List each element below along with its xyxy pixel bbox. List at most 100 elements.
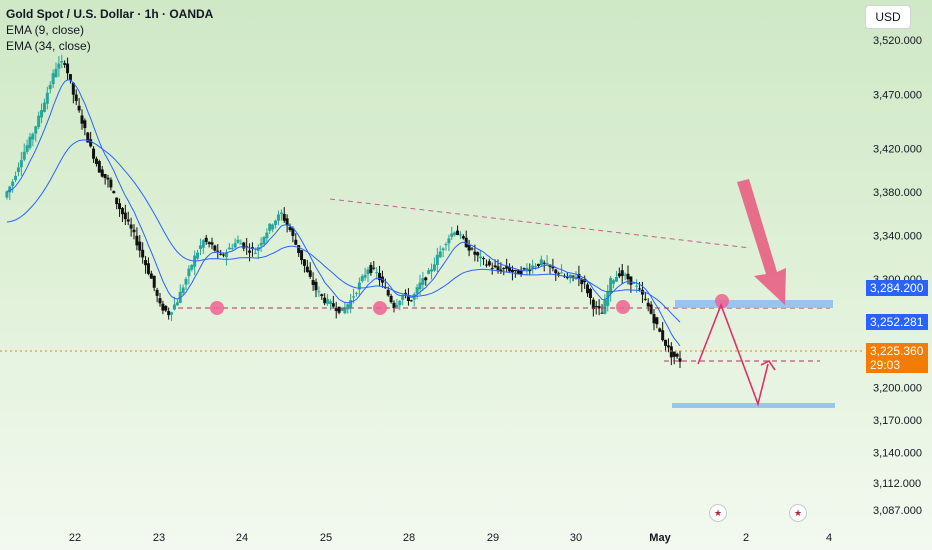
y-tick-label: 3,140.000 — [873, 447, 922, 459]
candle-body — [106, 177, 110, 180]
candle-body — [308, 270, 312, 277]
candle-body — [441, 248, 445, 251]
candle-body — [510, 269, 514, 273]
candle-body — [669, 346, 673, 358]
candle-body — [285, 218, 289, 225]
ema34-legend[interactable]: EMA (34, close) — [6, 39, 91, 53]
candle-body — [542, 262, 546, 264]
ema9-legend[interactable]: EMA (9, close) — [6, 23, 85, 37]
candle-body — [594, 306, 598, 308]
candle-body — [167, 311, 171, 316]
candle-body — [34, 126, 38, 134]
candle-body — [638, 288, 642, 290]
swing-marker — [616, 300, 630, 314]
candle-body — [430, 269, 434, 272]
candle-body — [129, 224, 133, 229]
candle-body — [375, 272, 379, 274]
candle-body — [89, 139, 93, 147]
candle-body — [331, 303, 335, 307]
candle-body — [80, 115, 84, 124]
candle-body — [346, 304, 350, 310]
candle-body — [334, 308, 338, 311]
candle-body — [438, 251, 442, 258]
swing-marker — [373, 301, 387, 315]
candle-body — [658, 328, 662, 332]
candle-body — [118, 203, 122, 210]
candle-body — [450, 233, 454, 237]
candle-body — [603, 299, 607, 314]
candle-body — [126, 219, 130, 222]
candle-body — [66, 63, 70, 74]
y-tick-label: 3,520.000 — [873, 35, 922, 47]
candle-body — [230, 248, 234, 250]
candle-body — [45, 92, 49, 104]
candle-body — [363, 274, 367, 278]
candle-body — [606, 291, 610, 306]
x-tick-label: 29 — [487, 532, 499, 544]
candle-body — [302, 259, 306, 266]
symbol-title[interactable]: Gold Spot / U.S. Dollar · 1h · OANDA — [6, 7, 214, 21]
candle-body — [528, 270, 532, 272]
candle-body — [100, 169, 104, 177]
candle-body — [219, 253, 223, 255]
candle-body — [170, 312, 174, 315]
candle-body — [580, 278, 584, 285]
candle-body — [141, 249, 145, 258]
candle-body — [499, 269, 503, 272]
candle-body — [28, 136, 32, 148]
ema9-line — [6, 79, 681, 347]
candle-body — [31, 133, 35, 140]
currency-button[interactable]: USD — [865, 5, 911, 29]
x-tick-label: 2 — [743, 532, 749, 544]
candle-body — [152, 275, 156, 288]
candle-body — [554, 269, 558, 274]
candle-body — [83, 120, 87, 129]
candle-body — [115, 197, 119, 205]
candle-body — [63, 63, 67, 65]
candle-body — [427, 270, 431, 274]
candle-body — [92, 148, 96, 159]
candle-body — [366, 269, 370, 275]
candle-body — [271, 224, 275, 230]
x-tick-label: 24 — [236, 532, 248, 544]
candle-body — [632, 282, 636, 284]
candle-body — [372, 267, 376, 269]
candle-body — [22, 151, 26, 160]
us-flag-icon[interactable]: ★ — [789, 504, 807, 522]
candle-body — [557, 273, 561, 275]
candle-body — [513, 270, 517, 272]
candle-body — [458, 234, 462, 236]
candle-body — [276, 214, 280, 221]
candle-body — [536, 263, 540, 266]
candle-body — [565, 277, 569, 279]
candle-body — [635, 285, 639, 287]
countdown-timer: 29:03 — [870, 358, 901, 372]
candle-body — [328, 301, 332, 305]
x-tick-label: May — [649, 532, 671, 544]
candle-body — [320, 294, 324, 297]
candle-body — [204, 237, 208, 242]
candle-body — [539, 259, 543, 266]
resistance-zone — [675, 300, 833, 308]
candle-body — [248, 250, 252, 253]
candle-body — [184, 278, 188, 285]
candle-body — [68, 74, 72, 81]
candle-body — [389, 295, 393, 303]
us-flag-icon[interactable]: ★ — [709, 504, 727, 522]
candle-body — [288, 227, 292, 230]
candle-body — [40, 110, 44, 118]
candle-body — [323, 297, 327, 304]
candle-body — [268, 223, 272, 231]
candle-body — [609, 277, 613, 294]
candle-body — [207, 242, 211, 244]
candle-body — [71, 82, 75, 95]
y-tick-label: 3,380.000 — [873, 187, 922, 199]
candle-body — [343, 307, 347, 314]
x-tick-label: 30 — [570, 532, 582, 544]
candle-body — [227, 247, 231, 250]
swing-marker — [715, 294, 729, 308]
candle-body — [109, 179, 113, 188]
candle-body — [435, 254, 439, 265]
projection-arrowhead — [760, 359, 776, 371]
